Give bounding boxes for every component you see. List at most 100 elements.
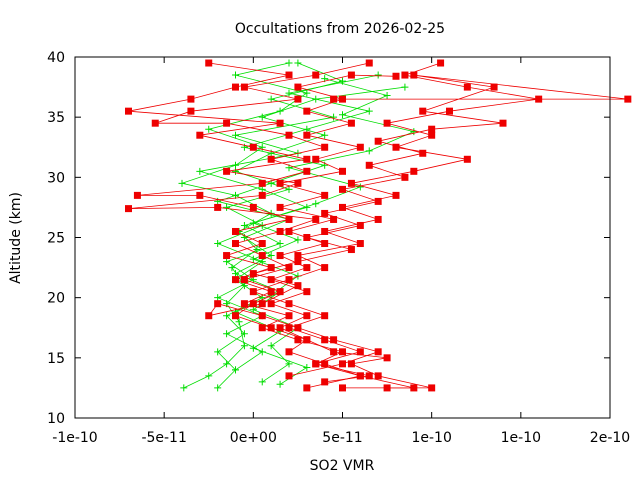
data-point <box>321 209 329 217</box>
data-point <box>339 348 346 356</box>
y-tick-label: 35 <box>47 110 65 126</box>
data-point <box>223 203 231 211</box>
data-point <box>356 372 364 380</box>
y-tick-label: 40 <box>47 50 65 66</box>
data-point <box>463 83 471 91</box>
x-tick-label: 2e-10 <box>590 430 630 446</box>
data-point <box>232 167 239 175</box>
profile-line <box>252 62 539 383</box>
data-point <box>383 92 391 100</box>
data-point <box>267 276 275 284</box>
data-point <box>196 167 204 175</box>
data-point <box>235 318 243 326</box>
data-point <box>499 119 507 127</box>
data-point <box>258 378 266 386</box>
data-point <box>401 83 409 91</box>
x-axis-label: SO2 VMR <box>310 458 375 474</box>
data-point <box>330 348 338 356</box>
y-tick-label: 20 <box>47 291 65 307</box>
data-point <box>133 191 141 199</box>
data-point <box>294 83 302 91</box>
data-point <box>321 191 329 199</box>
data-point <box>267 342 275 350</box>
series-layer <box>125 59 632 392</box>
data-point <box>276 288 284 296</box>
data-point <box>214 300 222 308</box>
data-point <box>374 348 382 356</box>
data-point <box>330 95 338 103</box>
data-point <box>294 282 302 290</box>
data-point <box>214 348 222 356</box>
data-point <box>258 324 266 332</box>
data-point <box>276 324 284 332</box>
data-point <box>374 215 382 223</box>
x-tick-label: -5e-11 <box>141 430 186 446</box>
data-point <box>285 71 293 79</box>
data-point <box>356 143 364 151</box>
data-point <box>365 147 373 155</box>
data-point <box>151 119 159 127</box>
data-point <box>285 312 293 320</box>
data-point <box>419 149 427 157</box>
data-point <box>240 342 248 350</box>
data-point <box>294 336 302 344</box>
y-tick-label: 25 <box>47 231 65 247</box>
data-point <box>294 324 302 332</box>
data-point <box>321 264 329 272</box>
data-point <box>303 167 311 175</box>
data-point <box>249 219 257 227</box>
data-point <box>303 312 311 320</box>
data-point <box>419 107 427 115</box>
data-point <box>180 384 188 392</box>
data-point <box>365 59 373 67</box>
data-point <box>187 107 195 115</box>
data-point <box>267 300 275 308</box>
profile-line <box>137 62 414 389</box>
chart-title: Occultations from 2026-02-25 <box>235 21 445 37</box>
data-point <box>249 344 257 352</box>
data-point <box>214 203 222 211</box>
data-point <box>339 203 346 211</box>
data-point <box>303 363 311 371</box>
data-point <box>321 378 329 386</box>
data-point <box>223 360 231 368</box>
data-point <box>276 380 284 388</box>
data-point <box>303 234 311 241</box>
data-point <box>285 348 293 356</box>
data-point <box>446 107 453 115</box>
data-point <box>276 227 284 235</box>
data-point <box>303 336 311 344</box>
data-point <box>410 128 418 136</box>
data-point <box>258 113 266 121</box>
data-point <box>267 95 275 103</box>
data-point <box>383 119 391 127</box>
data-point <box>347 246 355 254</box>
data-point <box>223 330 231 338</box>
data-point <box>267 252 275 260</box>
data-point <box>374 137 382 145</box>
green-profiles <box>178 59 418 392</box>
data-point <box>321 143 329 151</box>
data-point <box>232 71 239 79</box>
data-point <box>365 161 373 169</box>
profile-line <box>234 78 416 385</box>
data-point <box>410 71 418 79</box>
data-point <box>232 240 239 248</box>
data-point <box>258 179 266 187</box>
data-point <box>347 71 355 79</box>
data-point <box>223 252 231 260</box>
x-tick-label: -1e-10 <box>52 430 97 446</box>
data-point <box>312 71 320 79</box>
data-point <box>196 131 204 139</box>
data-point <box>276 252 284 260</box>
data-point <box>303 107 311 115</box>
data-point <box>223 119 231 127</box>
data-point <box>267 264 275 272</box>
data-point <box>125 107 132 115</box>
data-point <box>392 191 400 199</box>
data-point <box>321 336 329 344</box>
data-point <box>196 191 204 199</box>
data-point <box>285 59 293 67</box>
data-point <box>321 360 329 368</box>
